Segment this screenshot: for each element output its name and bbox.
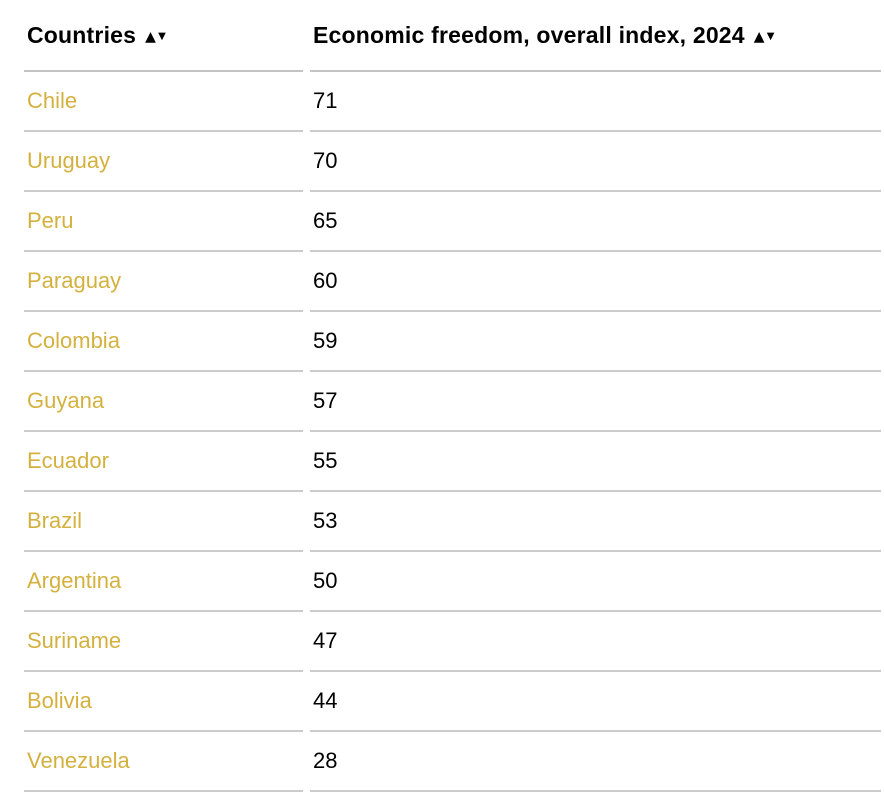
- country-link[interactable]: Bolivia: [27, 688, 92, 713]
- value-text: 57: [313, 388, 338, 413]
- table-row: Brazil 53: [24, 492, 881, 552]
- value-text: 60: [313, 268, 338, 293]
- table-row: Venezuela 28: [24, 732, 881, 792]
- country-cell: Paraguay: [24, 252, 303, 312]
- country-cell: Chile: [24, 72, 303, 132]
- table-row: Chile 71: [24, 72, 881, 132]
- value-cell: 59: [310, 312, 881, 372]
- country-link[interactable]: Chile: [27, 88, 78, 113]
- country-link[interactable]: Uruguay: [27, 148, 111, 173]
- table-row: Colombia 59: [24, 312, 881, 372]
- value-cell: 44: [310, 672, 881, 732]
- table-row: Ecuador 55: [24, 432, 881, 492]
- value-cell: 60: [310, 252, 881, 312]
- value-cell: 57: [310, 372, 881, 432]
- sort-descending-icon[interactable]: ▼: [158, 31, 167, 42]
- table-header-row: Countries ▲ ▼ Economic freedom, overall i…: [24, 0, 881, 72]
- country-cell: Venezuela: [24, 732, 303, 792]
- country-link[interactable]: Venezuela: [27, 748, 130, 773]
- country-link[interactable]: Peru: [27, 208, 74, 233]
- value-text: 28: [313, 748, 338, 773]
- value-text: 55: [313, 448, 338, 473]
- sort-icons: ▲ ▼: [754, 22, 775, 48]
- table-row: Argentina 50: [24, 552, 881, 612]
- value-cell: 70: [310, 132, 881, 192]
- country-cell: Colombia: [24, 312, 303, 372]
- country-link[interactable]: Argentina: [27, 568, 122, 593]
- country-cell: Uruguay: [24, 132, 303, 192]
- country-cell: Peru: [24, 192, 303, 252]
- country-cell: Brazil: [24, 492, 303, 552]
- table-row: Guyana 57: [24, 372, 881, 432]
- sort-ascending-icon[interactable]: ▲: [145, 29, 157, 45]
- country-cell: Argentina: [24, 552, 303, 612]
- value-cell: 28: [310, 732, 881, 792]
- value-cell: 55: [310, 432, 881, 492]
- value-cell: 53: [310, 492, 881, 552]
- column-header-economic-freedom-label: Economic freedom, overall index, 2024: [313, 21, 745, 48]
- value-cell: 71: [310, 72, 881, 132]
- table-row: Peru 65: [24, 192, 881, 252]
- table-row: Paraguay 60: [24, 252, 881, 312]
- value-text: 71: [313, 88, 338, 113]
- country-link[interactable]: Brazil: [27, 508, 83, 533]
- value-text: 53: [313, 508, 338, 533]
- sort-ascending-icon[interactable]: ▲: [753, 29, 765, 45]
- table-row: Bolivia 44: [24, 672, 881, 732]
- country-link[interactable]: Suriname: [27, 628, 122, 653]
- value-cell: 47: [310, 612, 881, 672]
- country-link[interactable]: Paraguay: [27, 268, 122, 293]
- table-row: Suriname 47: [24, 612, 881, 672]
- column-header-countries-label: Countries: [27, 21, 137, 48]
- value-text: 50: [313, 568, 338, 593]
- value-cell: 65: [310, 192, 881, 252]
- country-cell: Guyana: [24, 372, 303, 432]
- country-link[interactable]: Guyana: [27, 388, 105, 413]
- value-cell: 50: [310, 552, 881, 612]
- column-header-countries[interactable]: Countries ▲ ▼: [24, 0, 303, 72]
- sort-descending-icon[interactable]: ▼: [766, 31, 775, 42]
- column-header-economic-freedom[interactable]: Economic freedom, overall index, 2024 ▲ ▼: [310, 0, 881, 72]
- value-text: 44: [313, 688, 338, 713]
- value-text: 59: [313, 328, 338, 353]
- sort-icons: ▲ ▼: [145, 22, 166, 48]
- country-cell: Bolivia: [24, 672, 303, 732]
- value-text: 65: [313, 208, 338, 233]
- value-text: 47: [313, 628, 338, 653]
- country-link[interactable]: Ecuador: [27, 448, 109, 473]
- country-link[interactable]: Colombia: [27, 328, 120, 353]
- value-text: 70: [313, 148, 338, 173]
- table-row: Uruguay 70: [24, 132, 881, 192]
- country-cell: Suriname: [24, 612, 303, 672]
- country-cell: Ecuador: [24, 432, 303, 492]
